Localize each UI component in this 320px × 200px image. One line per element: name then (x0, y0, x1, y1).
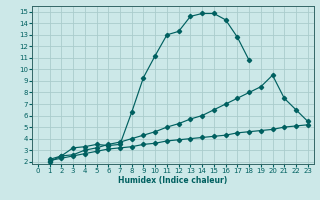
X-axis label: Humidex (Indice chaleur): Humidex (Indice chaleur) (118, 176, 228, 185)
